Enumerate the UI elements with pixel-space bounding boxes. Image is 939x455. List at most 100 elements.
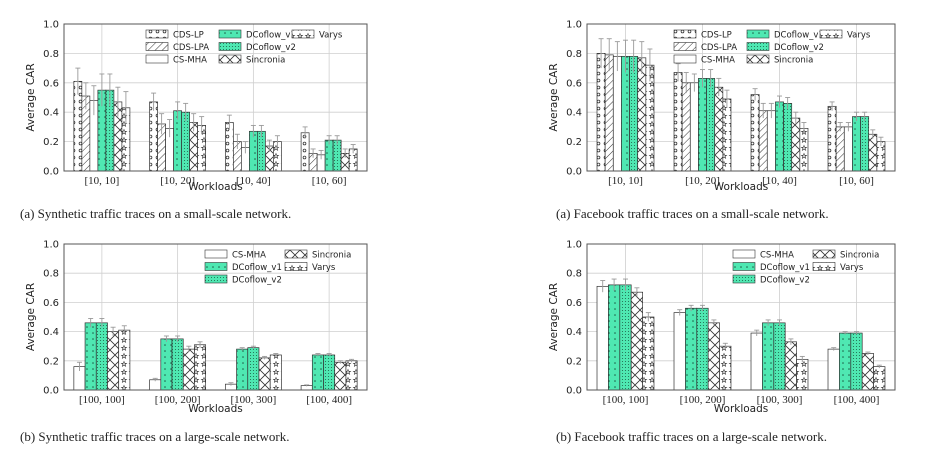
legend-label: DCoflow_v1 xyxy=(760,263,810,273)
legend-label: DCoflow_v2 xyxy=(774,43,824,53)
y-tick-label: 0.4 xyxy=(43,327,59,338)
legend-swatch xyxy=(284,249,308,259)
bar-dcoflow-v1-2 xyxy=(249,130,258,172)
y-tick-label: 0.8 xyxy=(43,269,59,280)
bar-dcoflow-v2-3 xyxy=(332,139,342,172)
legend-label: Sincronia xyxy=(312,251,351,261)
x-tick-label: [10, 20] xyxy=(160,175,195,187)
legend-swatch xyxy=(204,274,228,284)
y-tick-label: 1.0 xyxy=(43,20,59,31)
y-tick-label: 0.8 xyxy=(43,49,59,60)
bar-dcoflow-v1-2 xyxy=(236,348,249,391)
y-tick-label: 0.4 xyxy=(43,108,59,119)
y-tick-label: 0.0 xyxy=(43,386,59,397)
bar-dcoflow-v2-3 xyxy=(850,332,863,391)
bar-dcoflow-v2-2 xyxy=(773,322,786,391)
bar-dcoflow-v2-1 xyxy=(696,307,709,391)
x-axis-title: Workloads xyxy=(188,403,243,415)
y-tick-label: 0.8 xyxy=(566,49,582,60)
legend-label: DCoflow_v1 xyxy=(232,263,282,273)
bar-dcoflow-v1-1 xyxy=(160,338,173,391)
x-axis-title: Workloads xyxy=(714,403,769,415)
legend-label: DCoflow_v2 xyxy=(760,276,810,286)
bar-cds-lpa-2 xyxy=(758,110,768,172)
bar-varys-2 xyxy=(796,358,809,391)
bar-cs-mha-2 xyxy=(750,332,763,391)
chart-legend: CDS-LP CDS-LPA CS-MHA DCoflow_v1 DCoflow_v2 S… xyxy=(673,29,871,66)
x-tick-label: [100, 100] xyxy=(603,394,649,406)
x-tick-label: [100, 400] xyxy=(834,394,880,406)
bar-dcoflow-v2-2 xyxy=(783,103,793,172)
x-tick-label: [100, 200] xyxy=(680,394,726,406)
bar-cds-lp-1 xyxy=(149,101,158,172)
bar-varys-0 xyxy=(642,316,655,391)
y-axis-title: Average CAR xyxy=(25,283,37,351)
bar-varys-2 xyxy=(799,128,809,172)
bar-cs-mha-1 xyxy=(149,379,162,391)
bar-dcoflow-v2-3 xyxy=(323,354,336,391)
bar-sincronia-0 xyxy=(637,57,647,172)
y-tick-label: 0.6 xyxy=(43,78,59,89)
bar-cds-lpa-1 xyxy=(681,82,691,172)
y-axis-title: Average CAR xyxy=(548,63,560,131)
legend-swatch xyxy=(145,54,169,64)
legend-swatch xyxy=(204,249,228,259)
bar-varys-1 xyxy=(194,344,207,391)
legend-swatch xyxy=(291,29,315,39)
figure-caption: (b) Facebook traffic traces on a large-s… xyxy=(556,429,827,444)
bar-varys-3 xyxy=(876,141,886,172)
legend-swatch xyxy=(673,54,697,64)
bar-cs-mha-3 xyxy=(827,348,840,391)
bar-dcoflow-v1-1 xyxy=(698,78,707,172)
y-tick-label: 0.2 xyxy=(566,356,582,367)
bar-cs-mha-2 xyxy=(766,110,776,172)
y-tick-label: 0.6 xyxy=(43,298,59,309)
legend-label: Varys xyxy=(312,263,336,273)
x-tick-label: [100, 400] xyxy=(306,394,352,406)
figure-caption: (a) Facebook traffic traces on a small-s… xyxy=(556,206,829,221)
bar-dcoflow-v2-3 xyxy=(860,116,870,172)
y-tick-label: 0.2 xyxy=(43,137,59,148)
legend-swatch xyxy=(204,262,228,271)
bar-varys-3 xyxy=(345,360,358,391)
bar-dcoflow-v2-2 xyxy=(247,347,260,391)
bar-varys-0 xyxy=(118,329,131,391)
bar-dcoflow-v1-3 xyxy=(852,116,861,172)
legend-swatch xyxy=(746,42,770,51)
chart-legend: CS-MHA DCoflow_v1 DCoflow_v2 Sincronia Varys xyxy=(204,249,351,286)
legend-swatch xyxy=(732,262,756,271)
chart-panel-b-synthetic-large: 0.0 0.2 0.4 0.6 0.8 1.0 [100, 100] [100, 200] [1… xyxy=(20,240,368,444)
legend-swatch xyxy=(218,54,242,64)
legend-swatch xyxy=(673,42,697,51)
bar-cs-mha-0 xyxy=(596,285,609,391)
bar-cs-mha-0 xyxy=(612,55,622,172)
bar-sincronia-2 xyxy=(784,341,797,391)
x-tick-label: [100, 300] xyxy=(230,394,276,406)
legend-label: DCoflow_v1 xyxy=(246,31,296,41)
bar-dcoflow-v2-1 xyxy=(706,78,716,172)
bar-cds-lpa-3 xyxy=(835,126,845,172)
chart-panel-a-synthetic-small: 0.0 0.2 0.4 0.6 0.8 1.0 [10, 10] [10, 20] [10, 4… xyxy=(20,20,368,221)
bar-varys-3 xyxy=(873,366,886,391)
x-tick-label: [10, 60] xyxy=(839,175,874,187)
legend-label: DCoflow_v1 xyxy=(774,31,824,41)
legend-label: DCoflow_v2 xyxy=(232,276,282,286)
y-tick-label: 0.0 xyxy=(566,386,582,397)
plot-frame xyxy=(63,243,368,391)
bar-dcoflow-v2-0 xyxy=(95,322,108,391)
legend-swatch xyxy=(218,29,242,39)
bar-cds-lp-1 xyxy=(673,72,683,172)
legend-label: CS-MHA xyxy=(173,56,207,66)
legend-label: CS-MHA xyxy=(760,251,794,261)
x-tick-label: [10, 20] xyxy=(685,175,720,187)
bar-cs-mha-1 xyxy=(689,82,699,172)
y-tick-label: 0.0 xyxy=(566,167,582,178)
chart-panel-b-facebook-large: 0.0 0.2 0.4 0.6 0.8 1.0 [100, 100] [100, 200] [1… xyxy=(548,240,896,444)
plot-frame xyxy=(63,23,368,172)
plot-frame xyxy=(586,243,896,391)
figure-caption: (a) Synthetic traffic traces on a small-… xyxy=(20,206,291,221)
y-tick-label: 0.8 xyxy=(566,269,582,280)
legend-label: Sincronia xyxy=(774,56,813,66)
legend-label: CDS-LP xyxy=(173,31,204,41)
